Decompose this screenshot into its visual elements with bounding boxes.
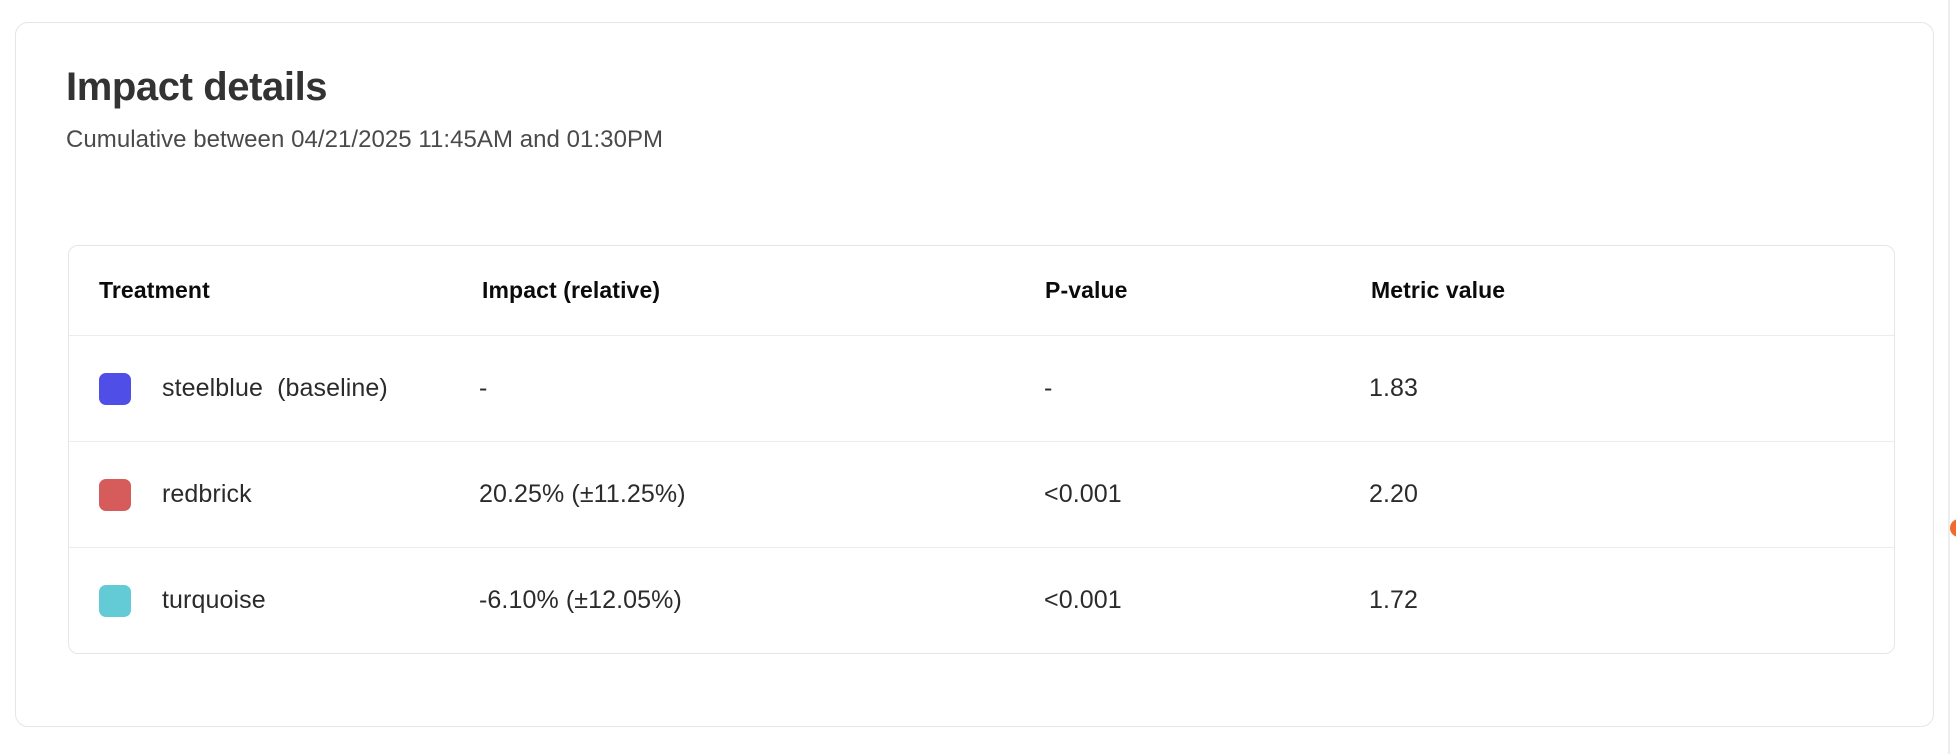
- cell-pvalue: -: [1044, 374, 1053, 402]
- cell-pvalue: <0.001: [1044, 480, 1122, 508]
- table-header: Treatment Impact (relative) P-value Metr…: [69, 246, 1894, 336]
- column-header-pvalue: P-value: [1044, 246, 1369, 336]
- treatment-cell: redbrick: [69, 478, 479, 511]
- treatment-color-swatch-icon: [99, 478, 131, 511]
- card-subtitle: Cumulative between 04/21/2025 11:45AM an…: [66, 126, 664, 153]
- table-header-row: Treatment Impact (relative) P-value Metr…: [69, 246, 1894, 336]
- column-header-metric-label: Metric value: [1371, 277, 1506, 303]
- cell-impact: 20.25% (±11.25%): [479, 480, 686, 508]
- table-body: steelblue (baseline) - - 1.83 redbrick: [69, 335, 1894, 654]
- cell-treatment: turquoise: [69, 548, 479, 654]
- chart-point-marker-icon: [1950, 519, 1956, 537]
- right-panel-divider: [1948, 0, 1950, 754]
- treatment-name: turquoise: [162, 586, 266, 614]
- treatment-cell: turquoise: [69, 584, 479, 617]
- treatment-color-swatch-icon: [99, 372, 131, 405]
- table-row: redbrick 20.25% (±11.25%) <0.001 2.20: [69, 441, 1894, 548]
- column-header-treatment-label: Treatment: [99, 277, 210, 303]
- impact-details-card: Impact details Cumulative between 04/21/…: [15, 22, 1934, 727]
- cell-impact: -6.10% (±12.05%): [479, 586, 682, 614]
- treatment-name: redbrick: [162, 480, 252, 508]
- column-header-impact-label: Impact (relative): [482, 277, 661, 303]
- table-row: steelblue (baseline) - - 1.83: [69, 335, 1894, 442]
- cell-treatment: redbrick: [69, 442, 479, 548]
- impact-table: Treatment Impact (relative) P-value Metr…: [69, 246, 1894, 653]
- treatment-name: steelblue (baseline): [162, 374, 388, 402]
- cell-impact: -: [479, 374, 488, 402]
- page-title: Impact details: [66, 65, 328, 109]
- card-header: Impact details Cumulative between 04/21/…: [16, 23, 1933, 153]
- cell-metric: 2.20: [1369, 480, 1419, 508]
- column-header-pvalue-label: P-value: [1045, 277, 1128, 303]
- cell-pvalue: <0.001: [1044, 586, 1122, 614]
- cell-treatment: steelblue (baseline): [69, 336, 479, 442]
- column-header-treatment: Treatment: [69, 246, 479, 336]
- treatment-cell: steelblue (baseline): [69, 372, 479, 405]
- cell-metric: 1.83: [1369, 374, 1419, 402]
- column-header-impact: Impact (relative): [479, 246, 1044, 336]
- treatment-color-swatch-icon: [99, 584, 131, 617]
- column-header-metric: Metric value: [1369, 246, 1894, 336]
- impact-table-container: Treatment Impact (relative) P-value Metr…: [68, 245, 1895, 654]
- table-row: turquoise -6.10% (±12.05%) <0.001 1.72: [69, 547, 1894, 654]
- cell-metric: 1.72: [1369, 586, 1419, 614]
